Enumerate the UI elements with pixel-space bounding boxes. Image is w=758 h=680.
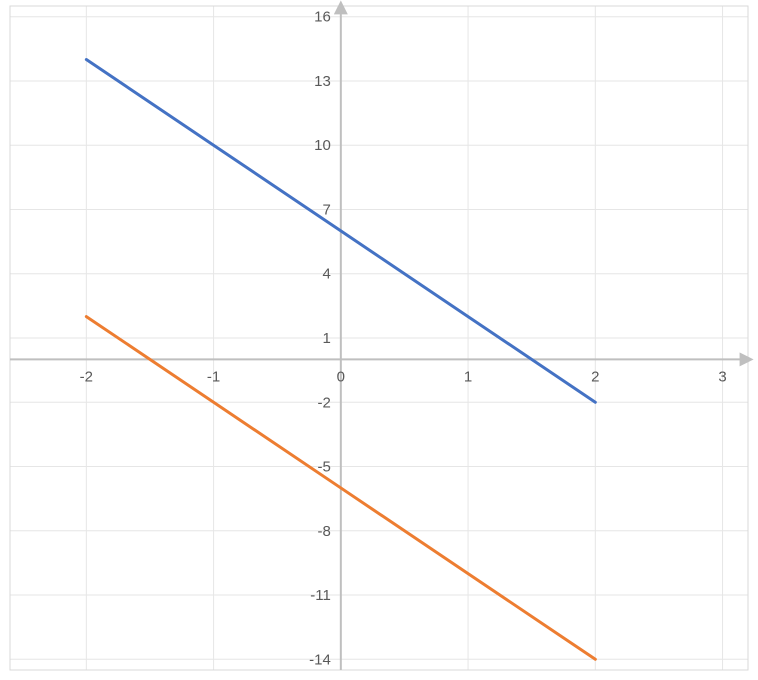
line-chart: -2 -1 0 1 2 3 16 13 10 7 4 1 -2 -5 -8 -11 -14 [0,0,758,680]
chart-svg: -2 -1 0 1 2 3 16 13 10 7 4 1 -2 -5 -8 -11 -14 [0,0,758,680]
y-tick-label: 4 [322,266,330,283]
y-tick-label: 1 [322,330,330,347]
x-tick-label: 1 [464,368,472,385]
x-tick-label: 3 [718,368,726,385]
y-tick-label: -14 [309,651,331,668]
y-tick-label: -2 [317,394,330,411]
y-tick-label: 7 [322,201,330,218]
y-tick-label: 13 [314,73,331,90]
y-tick-label: 16 [314,9,331,26]
x-tick-label: -1 [207,368,220,385]
x-tick-label: 0 [337,368,345,385]
y-tick-label: 10 [314,137,331,154]
y-tick-label: -11 [310,587,331,604]
y-tick-label: -5 [317,459,330,476]
x-tick-label: 2 [591,368,599,385]
x-tick-label: -2 [80,368,93,385]
y-tick-label: -8 [317,523,330,540]
